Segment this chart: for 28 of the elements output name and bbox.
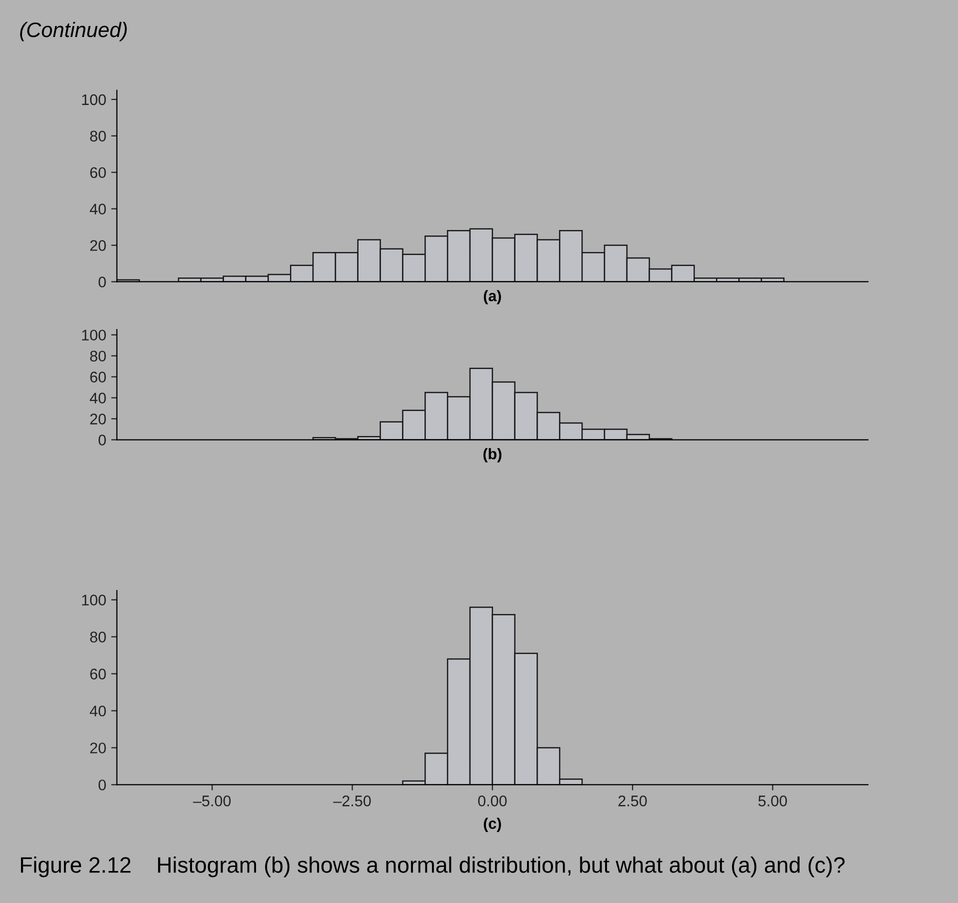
y-tick-label: 40 (90, 706, 106, 716)
y-tick-label: 60 (90, 668, 106, 680)
x-axis-title: (c) (484, 818, 501, 832)
y-tick-label: 20 (90, 240, 106, 251)
y-tick-label: 60 (90, 167, 106, 178)
y-tick-label: 20 (90, 742, 106, 754)
y-tick-label: 0 (98, 434, 106, 446)
x-tick-label: –2.50 (333, 796, 371, 806)
y-tick-label: 100 (82, 594, 106, 606)
y-tick-label: 20 (90, 414, 106, 424)
y-tick-label: 100 (82, 94, 106, 106)
x-tick-label: –5.00 (193, 796, 231, 806)
y-tick-label: 40 (90, 392, 106, 404)
y-tick-label: 0 (98, 276, 106, 288)
y-tick-label: 0 (98, 780, 106, 790)
y-tick-label: 80 (90, 350, 106, 362)
x-tick-label: 5.00 (758, 796, 787, 806)
x-tick-label: 0.00 (478, 796, 507, 806)
y-tick-label: 60 (90, 372, 106, 382)
x-tick-label: 2.50 (618, 796, 647, 806)
y-tick-label: 80 (90, 632, 106, 642)
x-axis-title: (b) (483, 448, 502, 462)
y-tick-label: 40 (90, 204, 106, 214)
y-tick-label: 100 (82, 330, 106, 341)
caption: Figure 2.12 Histogram (b) shows a normal distribution, but what about (a) and (c)? (20, 856, 845, 878)
chart-title: (Continued) (20, 22, 127, 42)
x-axis-title: (a) (484, 290, 501, 304)
y-tick-label: 80 (90, 130, 106, 142)
